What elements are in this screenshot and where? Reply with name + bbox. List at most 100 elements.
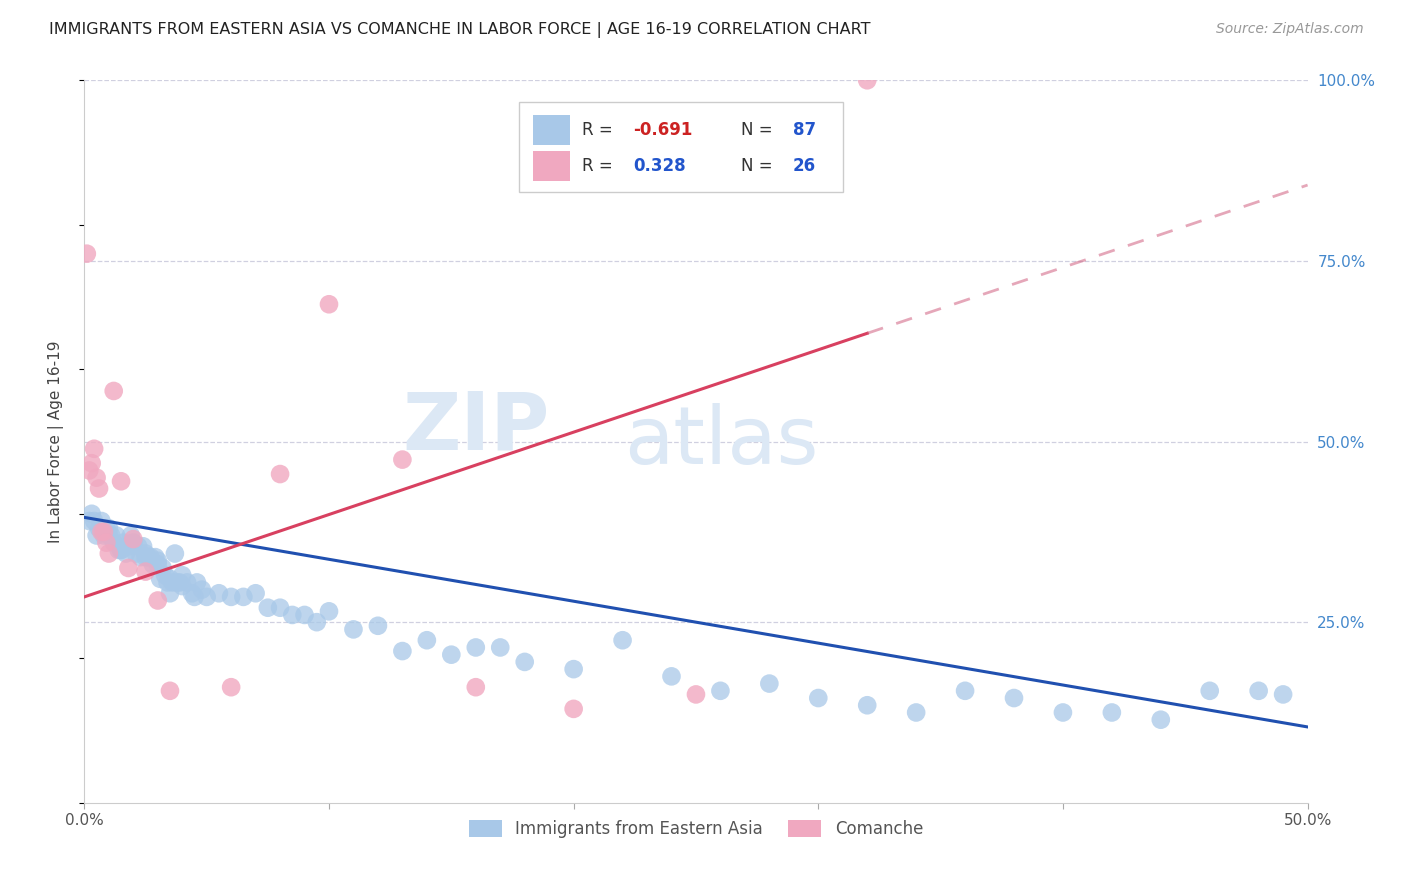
Point xyxy=(107,542,129,557)
Text: R =: R = xyxy=(582,121,619,139)
Point xyxy=(305,615,328,630)
Point xyxy=(612,633,634,648)
Point xyxy=(146,558,169,572)
Point xyxy=(153,568,176,582)
Point xyxy=(125,547,148,561)
Text: N =: N = xyxy=(741,157,778,175)
Point xyxy=(169,575,191,590)
Point xyxy=(186,575,208,590)
Point xyxy=(166,575,188,590)
Point xyxy=(1198,683,1220,698)
Point xyxy=(1002,691,1025,706)
Point xyxy=(562,662,585,676)
Point xyxy=(129,550,152,565)
Point xyxy=(905,706,928,720)
Point xyxy=(132,539,155,553)
Point xyxy=(181,586,204,600)
Text: 0.328: 0.328 xyxy=(634,157,686,175)
Point xyxy=(391,644,413,658)
Point xyxy=(661,669,683,683)
Point xyxy=(87,521,110,535)
Point xyxy=(80,507,103,521)
Point xyxy=(391,452,413,467)
Text: IMMIGRANTS FROM EASTERN ASIA VS COMANCHE IN LABOR FORCE | AGE 16-19 CORRELATION : IMMIGRANTS FROM EASTERN ASIA VS COMANCHE… xyxy=(49,22,870,38)
Text: -0.691: -0.691 xyxy=(634,121,693,139)
Point xyxy=(281,607,304,622)
Point xyxy=(97,547,120,561)
Point xyxy=(440,648,463,662)
Point xyxy=(143,550,166,565)
Point xyxy=(105,528,128,542)
Point xyxy=(159,683,181,698)
Point xyxy=(219,590,242,604)
Point xyxy=(122,532,145,546)
Point xyxy=(464,680,486,694)
Point xyxy=(97,528,120,542)
Bar xyxy=(533,151,569,181)
Point xyxy=(146,554,169,568)
Point xyxy=(342,623,364,637)
Point xyxy=(136,550,159,565)
Point xyxy=(86,470,108,484)
Point xyxy=(110,542,132,557)
Point xyxy=(83,442,105,456)
Point xyxy=(76,246,98,260)
Point xyxy=(709,683,731,698)
Point xyxy=(96,535,118,549)
Point xyxy=(159,572,181,586)
Point xyxy=(117,539,139,553)
Point xyxy=(86,528,108,542)
Point xyxy=(146,593,169,607)
Point xyxy=(159,586,181,600)
Point xyxy=(232,590,254,604)
Point xyxy=(115,547,138,561)
Point xyxy=(90,514,112,528)
Point xyxy=(122,535,145,549)
Point xyxy=(1150,713,1173,727)
Point xyxy=(156,575,179,590)
Point xyxy=(489,640,512,655)
Text: Source: ZipAtlas.com: Source: ZipAtlas.com xyxy=(1216,22,1364,37)
Y-axis label: In Labor Force | Age 16-19: In Labor Force | Age 16-19 xyxy=(48,340,63,543)
Point xyxy=(257,600,280,615)
Point xyxy=(176,575,198,590)
Legend: Immigrants from Eastern Asia, Comanche: Immigrants from Eastern Asia, Comanche xyxy=(463,814,929,845)
Point xyxy=(856,698,879,713)
Point xyxy=(208,586,231,600)
Point xyxy=(367,619,389,633)
Point xyxy=(172,579,194,593)
Text: 87: 87 xyxy=(793,121,815,139)
Point xyxy=(758,676,780,690)
Point xyxy=(685,687,707,701)
Point xyxy=(122,535,145,549)
Point xyxy=(856,73,879,87)
Point xyxy=(562,702,585,716)
Point xyxy=(162,575,184,590)
Point xyxy=(80,456,103,470)
Point xyxy=(318,297,340,311)
Point xyxy=(318,604,340,618)
Point xyxy=(191,582,214,597)
Point xyxy=(195,590,218,604)
Point xyxy=(1101,706,1123,720)
Point xyxy=(93,524,115,539)
Point xyxy=(1052,706,1074,720)
Text: N =: N = xyxy=(741,121,778,139)
FancyBboxPatch shape xyxy=(519,102,842,193)
Point xyxy=(1272,687,1295,701)
Point xyxy=(112,535,135,549)
Point xyxy=(135,565,157,579)
Point xyxy=(416,633,439,648)
Point xyxy=(77,463,100,477)
Point xyxy=(117,561,139,575)
Point xyxy=(87,482,110,496)
Point xyxy=(127,539,149,553)
Point xyxy=(135,550,157,565)
Point xyxy=(294,607,316,622)
Point xyxy=(152,561,174,575)
Point xyxy=(97,521,120,535)
Point xyxy=(100,528,122,542)
Point xyxy=(110,475,132,489)
Point xyxy=(219,680,242,694)
Point xyxy=(120,528,142,542)
